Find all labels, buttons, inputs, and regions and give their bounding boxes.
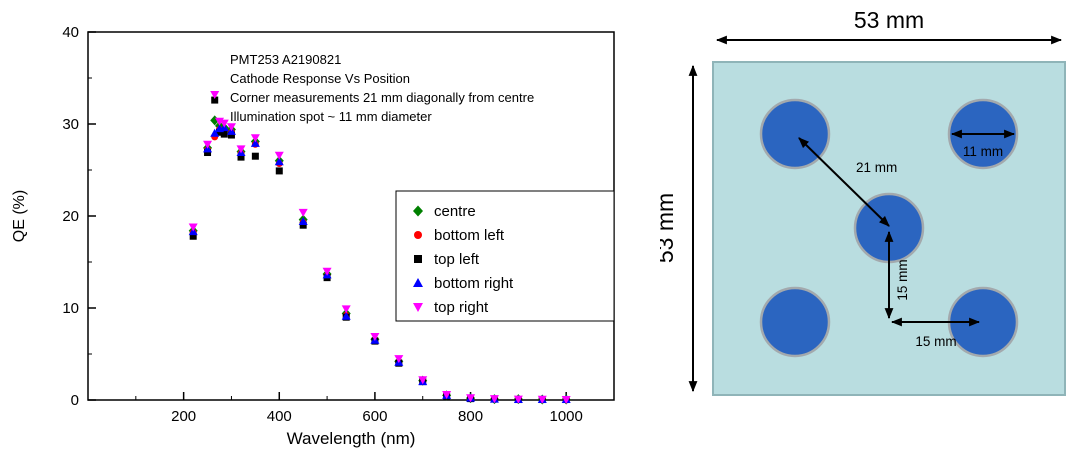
vertical-label: 15 mm xyxy=(895,259,910,300)
horizontal-label: 15 mm xyxy=(915,334,956,349)
diagonal-21mm-arrow xyxy=(798,137,890,227)
y-tick-label: 10 xyxy=(62,300,79,317)
legend-entry: bottom right xyxy=(413,275,514,292)
annotation-line: PMT253 A2190821 xyxy=(230,52,341,67)
series-top-right xyxy=(188,91,571,405)
legend-label: bottom right xyxy=(434,275,514,292)
x-tick-label: 800 xyxy=(458,408,483,425)
dimension-labels: 53 mm 53 mm 21 mm 15 mm 15 mm 11 mm xyxy=(660,7,1003,349)
y-tick-label: 30 xyxy=(62,116,79,133)
dimension-arrows xyxy=(688,35,1063,393)
x-tick-label: 600 xyxy=(362,408,387,425)
spot-bottom-left xyxy=(759,286,831,358)
legend-entry: bottom left xyxy=(414,227,505,244)
legend-label: top right xyxy=(434,299,489,316)
qe-vs-wavelength-chart: 200 400 600 800 1000 0 10 20 30 40 Wavelength (nm)… xyxy=(11,24,615,448)
x-tick-label: 400 xyxy=(267,408,292,425)
x-axis-label: Wavelength (nm) xyxy=(287,429,416,448)
height-label: 53 mm xyxy=(660,193,678,263)
legend-entry: centre xyxy=(413,203,476,220)
diagonal-label: 21 mm xyxy=(856,160,897,175)
legend-box xyxy=(395,190,615,322)
x-tick-label: 1000 xyxy=(549,408,582,425)
y-axis-label: QE (%) xyxy=(11,190,28,242)
annotation-line: Cathode Response Vs Position xyxy=(230,71,410,86)
annotation-line: Illumination spot ~ 11 mm diameter xyxy=(230,109,432,124)
legend-label: top left xyxy=(434,251,480,268)
annotation-line: Corner measurements 21 mm diagonally fro… xyxy=(230,90,534,105)
legend-entry: top left xyxy=(414,251,480,268)
legend-entry: top right xyxy=(413,299,489,316)
pmt-position-diagram: 53 mm 53 mm 21 mm 15 mm 15 mm 11 mm xyxy=(660,7,1066,396)
y-tick-label: 20 xyxy=(62,208,79,225)
y-tick-label: 0 xyxy=(71,392,79,409)
x-tick-label: 200 xyxy=(171,408,196,425)
legend-label: centre xyxy=(434,203,476,220)
spot-diameter-label: 11 mm xyxy=(963,144,1003,159)
legend-label: bottom left xyxy=(434,227,505,244)
width-label: 53 mm xyxy=(854,7,924,33)
y-tick-label: 40 xyxy=(62,24,79,41)
